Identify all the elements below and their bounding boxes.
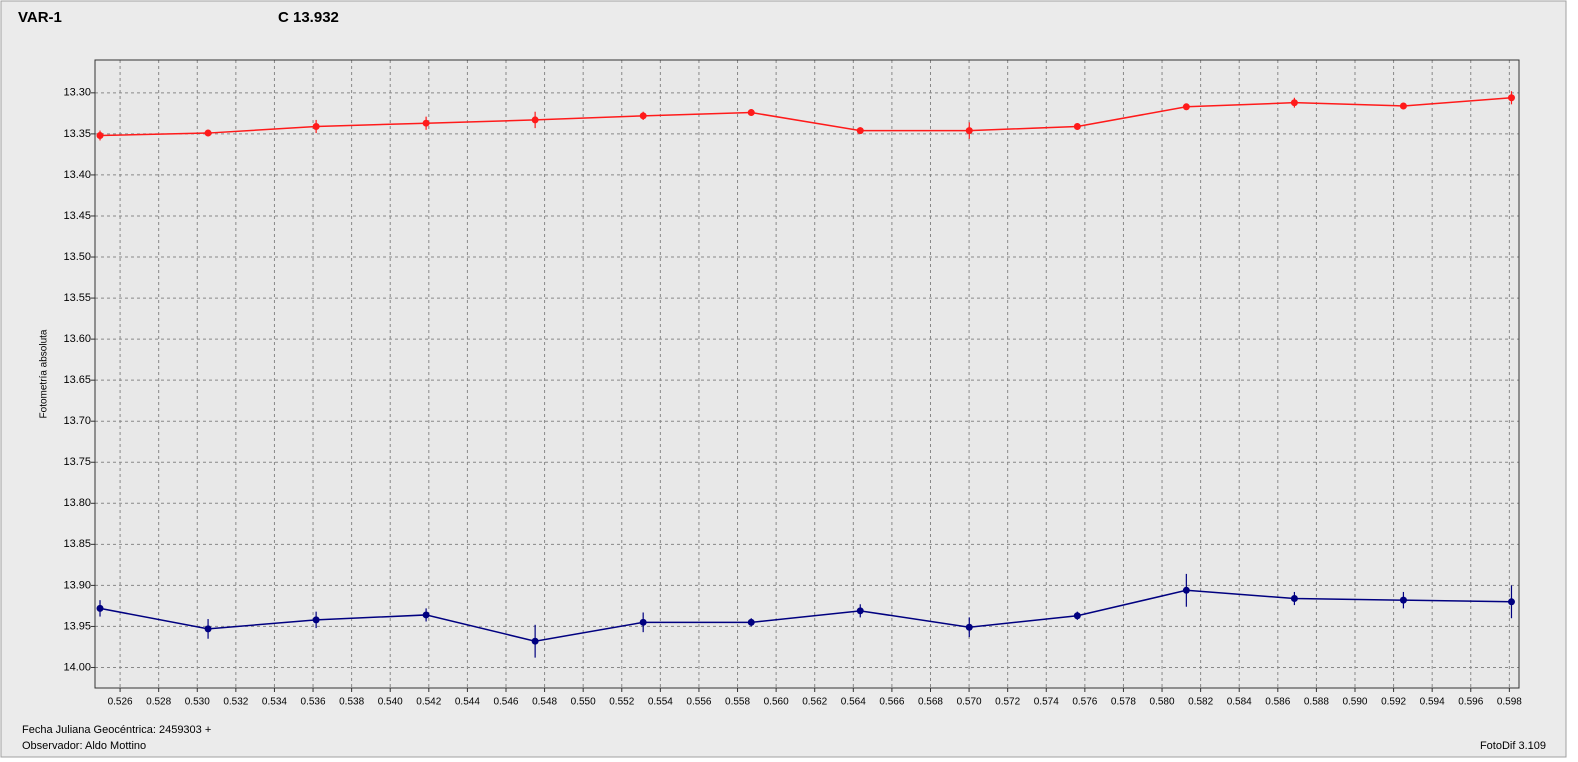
x-tick-label: 0.580 bbox=[1150, 697, 1175, 708]
data-point bbox=[1182, 586, 1190, 594]
software-version: FotoDif 3.109 bbox=[1480, 740, 1546, 752]
x-tick-label: 0.574 bbox=[1034, 697, 1059, 708]
y-tick-label: 13.65 bbox=[63, 374, 91, 386]
series-line bbox=[99, 589, 1512, 642]
x-tick-label: 0.578 bbox=[1111, 697, 1136, 708]
x-tick-label: 0.562 bbox=[802, 697, 827, 708]
data-point bbox=[204, 129, 212, 137]
plot-area bbox=[95, 60, 1519, 688]
data-point bbox=[1507, 598, 1515, 606]
data-point bbox=[639, 112, 647, 120]
data-point bbox=[422, 119, 430, 127]
y-tick-label: 13.50 bbox=[63, 251, 91, 263]
data-point bbox=[1182, 103, 1190, 111]
y-tick-label: 13.90 bbox=[63, 579, 91, 591]
y-tick-label: 13.70 bbox=[63, 415, 91, 427]
x-tick-label: 0.526 bbox=[108, 697, 133, 708]
x-tick-label: 0.544 bbox=[455, 697, 480, 708]
y-tick-label: 13.30 bbox=[63, 87, 91, 99]
x-tick-label: 0.596 bbox=[1458, 697, 1483, 708]
x-tick-label: 0.588 bbox=[1304, 697, 1329, 708]
data-point bbox=[531, 637, 539, 645]
x-tick-label: 0.572 bbox=[995, 697, 1020, 708]
data-point bbox=[1399, 596, 1407, 604]
x-tick-label: 0.552 bbox=[609, 697, 634, 708]
x-tick-label: 0.548 bbox=[532, 697, 557, 708]
x-tick-label: 0.530 bbox=[185, 697, 210, 708]
data-point bbox=[1399, 102, 1407, 110]
x-tick-label: 0.566 bbox=[879, 697, 904, 708]
data-point bbox=[747, 618, 755, 626]
x-tick-label: 0.540 bbox=[378, 697, 403, 708]
x-tick-label: 0.560 bbox=[764, 697, 789, 708]
data-point bbox=[1073, 612, 1081, 620]
footer-observer: Observador: Aldo Mottino bbox=[22, 740, 146, 752]
footer-date: Fecha Juliana Geocéntrica: 2459303 + bbox=[22, 724, 211, 736]
x-tick-label: 0.528 bbox=[146, 697, 171, 708]
x-tick-label: 0.570 bbox=[957, 697, 982, 708]
y-tick-label: 13.75 bbox=[63, 456, 91, 468]
x-tick-label: 0.536 bbox=[301, 697, 326, 708]
series-label: VAR-1 bbox=[18, 9, 62, 26]
y-tick-label: 14.00 bbox=[63, 661, 91, 673]
data-point bbox=[856, 127, 864, 135]
data-point bbox=[747, 109, 755, 117]
x-tick-label: 0.594 bbox=[1420, 697, 1445, 708]
y-tick-label: 13.80 bbox=[63, 497, 91, 509]
data-point bbox=[312, 122, 320, 130]
data-point bbox=[1507, 94, 1515, 102]
x-tick-label: 0.592 bbox=[1381, 697, 1406, 708]
data-point bbox=[96, 604, 104, 612]
x-tick-label: 0.576 bbox=[1072, 697, 1097, 708]
data-point bbox=[96, 132, 104, 140]
y-tick-label: 13.45 bbox=[63, 210, 91, 222]
y-tick-label: 13.60 bbox=[63, 333, 91, 345]
x-tick-label: 0.598 bbox=[1497, 697, 1522, 708]
x-tick-label: 0.564 bbox=[841, 697, 866, 708]
data-point bbox=[965, 127, 973, 135]
x-tick-label: 0.546 bbox=[493, 697, 518, 708]
x-tick-label: 0.586 bbox=[1265, 697, 1290, 708]
y-tick-label: 13.35 bbox=[63, 128, 91, 140]
x-tick-label: 0.590 bbox=[1342, 697, 1367, 708]
series-label: C 13.932 bbox=[278, 9, 339, 26]
data-point bbox=[312, 616, 320, 624]
plot-frame bbox=[94, 59, 1520, 689]
x-tick-label: 0.554 bbox=[648, 697, 673, 708]
x-tick-label: 0.568 bbox=[918, 697, 943, 708]
y-tick-label: 13.40 bbox=[63, 169, 91, 181]
x-tick-label: 0.582 bbox=[1188, 697, 1213, 708]
data-point bbox=[204, 625, 212, 633]
x-tick-label: 0.532 bbox=[223, 697, 248, 708]
data-point bbox=[1073, 122, 1081, 130]
data-point bbox=[531, 116, 539, 124]
y-axis-label: Fotometría absoluta bbox=[39, 329, 50, 418]
series-line bbox=[99, 97, 1512, 137]
data-point bbox=[856, 607, 864, 615]
x-tick-label: 0.542 bbox=[416, 697, 441, 708]
y-tick-label: 13.95 bbox=[63, 620, 91, 632]
data-point bbox=[965, 623, 973, 631]
x-tick-label: 0.584 bbox=[1227, 697, 1252, 708]
y-tick-label: 13.85 bbox=[63, 538, 91, 550]
data-point bbox=[639, 618, 647, 626]
y-tick-label: 13.55 bbox=[63, 292, 91, 304]
x-tick-label: 0.558 bbox=[725, 697, 750, 708]
plot-layer bbox=[95, 60, 1519, 688]
data-point bbox=[1290, 595, 1298, 603]
data-point bbox=[422, 611, 430, 619]
x-tick-label: 0.538 bbox=[339, 697, 364, 708]
x-tick-label: 0.556 bbox=[686, 697, 711, 708]
x-tick-label: 0.550 bbox=[571, 697, 596, 708]
data-point bbox=[1290, 99, 1298, 107]
x-tick-label: 0.534 bbox=[262, 697, 287, 708]
